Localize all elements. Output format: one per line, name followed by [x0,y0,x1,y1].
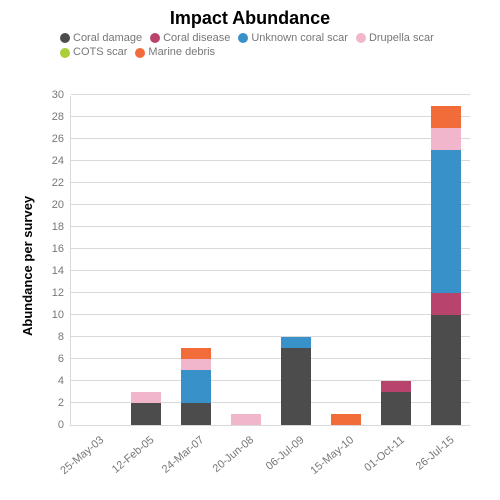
bar-segment-unknown-coral-scar [431,150,461,293]
grid-line [71,138,470,139]
bar-segment-marine-debris [331,414,361,425]
grid-line [71,336,470,337]
bar-segment-marine-debris [431,106,461,128]
bar-segment-drupella-scar [431,128,461,150]
grid-line [71,160,470,161]
coral-disease-legend-dot [150,33,160,43]
bar-segment-coral-damage [381,392,411,425]
grid-line [71,292,470,293]
legend-item-marine-debris: Marine debris [135,45,215,59]
grid-line [71,248,470,249]
y-tick-label: 10 [52,309,64,321]
legend-item-drupella-scar: Drupella scar [356,31,434,45]
bar-segment-unknown-coral-scar [181,370,211,403]
marine-debris-legend-dot [135,48,145,58]
legend: Coral damage Coral disease Unknown coral s… [0,29,500,64]
y-tick-label: 2 [58,397,64,409]
drupella-scar-legend-dot [356,33,366,43]
y-tick-label: 12 [52,287,64,299]
bar-segment-drupella-scar [231,414,261,425]
grid-line [71,182,470,183]
bar-segment-drupella-scar [181,359,211,370]
y-axis-label: Abundance per survey [20,196,35,336]
coral-damage-legend-dot [60,33,70,43]
impact-abundance-chart: Impact Abundance Coral damage Coral disea… [0,0,500,500]
grid-line [71,94,470,95]
coral-damage-legend-label: Coral damage [73,32,142,44]
x-tick-label: 20-Jun-08 [211,434,257,475]
grid-line [71,204,470,205]
unknown-coral-scar-legend-dot [238,33,248,43]
coral-disease-legend-label: Coral disease [163,32,230,44]
grid-line [71,358,470,359]
marine-debris-legend-label: Marine debris [148,46,215,58]
bar-segment-coral-damage [281,348,311,425]
y-tick-label: 24 [52,155,64,167]
y-tick-label: 26 [52,133,64,145]
x-tick-label: 15-May-10 [309,434,357,477]
unknown-coral-scar-legend-label: Unknown coral scar [251,32,348,44]
y-tick-label: 18 [52,221,64,233]
y-tick-label: 20 [52,199,64,211]
grid-line [71,116,470,117]
y-tick-label: 22 [52,177,64,189]
y-tick-label: 16 [52,243,64,255]
x-tick-label: 26-Jul-15 [414,434,457,473]
bar-segment-marine-debris [181,348,211,359]
y-tick-label: 8 [58,331,64,343]
y-tick-label: 30 [52,89,64,101]
bar-segment-coral-damage [131,403,161,425]
legend-item-coral-damage: Coral damage [60,31,142,45]
bar-segment-coral-disease [431,293,461,315]
x-tick-label: 01-Oct-11 [362,434,407,474]
bar-segment-coral-damage [181,403,211,425]
y-tick-label: 14 [52,265,64,277]
x-tick-label: 12-Feb-05 [110,434,157,476]
x-tick-label: 25-May-03 [59,434,107,477]
y-tick-label: 28 [52,111,64,123]
grid-line [71,226,470,227]
bar-segment-coral-damage [431,315,461,425]
plot-area: 02468101214161820222426283025-May-0312-F… [70,96,470,426]
chart-title: Impact Abundance [0,0,500,29]
bar-segment-drupella-scar [131,392,161,403]
bar-segment-unknown-coral-scar [281,337,311,348]
x-tick-label: 06-Jul-09 [264,434,307,473]
drupella-scar-legend-label: Drupella scar [369,32,434,44]
y-tick-label: 6 [58,353,64,365]
y-tick-label: 0 [58,419,64,431]
grid-line [71,314,470,315]
cots-scar-legend-label: COTS scar [73,46,127,58]
bar-segment-coral-disease [381,381,411,392]
cots-scar-legend-dot [60,48,70,58]
legend-item-cots-scar: COTS scar [60,45,127,59]
grid-line [71,270,470,271]
legend-item-unknown-coral-scar: Unknown coral scar [238,31,348,45]
x-tick-label: 24-Mar-07 [160,434,207,476]
y-tick-label: 4 [58,375,64,387]
legend-item-coral-disease: Coral disease [150,31,230,45]
